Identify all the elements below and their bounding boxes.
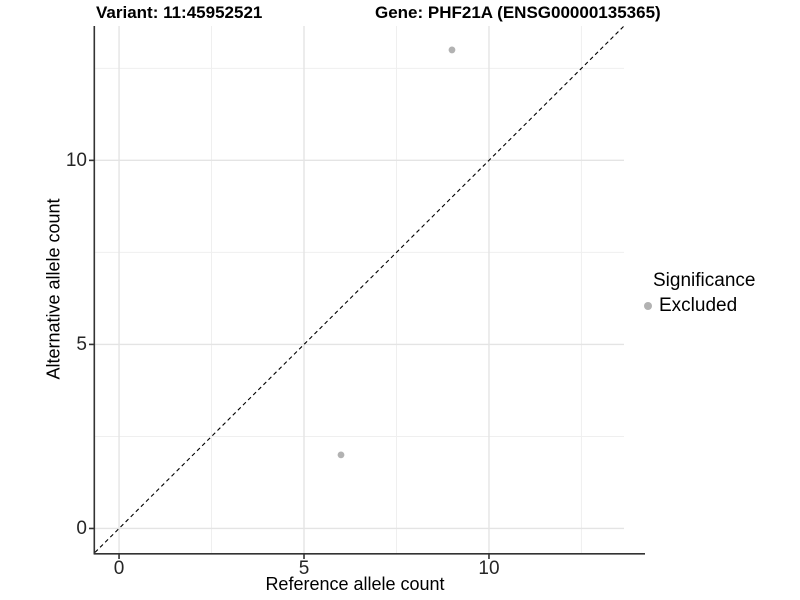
data-point [448,46,456,54]
gene-title: Gene: PHF21A (ENSG00000135365) [375,3,661,22]
legend-title: Significance [653,270,756,291]
y-tick-label: 5 [76,333,87,355]
x-tick-label: 5 [298,558,310,579]
y-tick-label: 10 [65,149,87,171]
legend-item: Excluded [640,295,798,317]
identity-reference-line [94,25,625,553]
x-axis-title: Reference allele count [265,574,445,594]
y-tick-label: 0 [76,517,87,539]
x-tick-label: 10 [478,558,500,579]
legend: Significance Excluded [640,270,798,317]
legend-key-dot-icon [644,302,652,310]
variant-title: Variant: 11:45952521 [96,3,263,22]
legend-items: Excluded [640,295,798,317]
x-tick-label: 0 [113,558,125,579]
data-point [337,451,345,459]
legend-item-label: Excluded [659,295,738,316]
